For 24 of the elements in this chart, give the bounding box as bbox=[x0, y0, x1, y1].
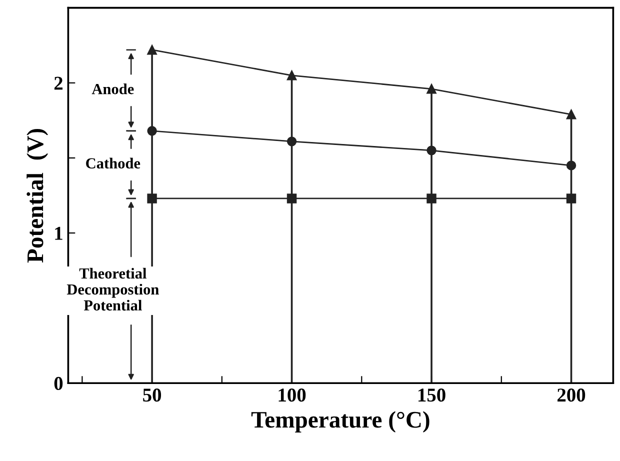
y-tick-label: 1 bbox=[55, 226, 62, 240]
annotation: Anode bbox=[92, 83, 134, 94]
y-axis-title: Potential (V) bbox=[26, 128, 48, 263]
x-tick-label: 50 bbox=[143, 388, 162, 402]
annotation: Theoretial Decompostion Potential bbox=[66, 268, 159, 311]
y-tick-label: 0 bbox=[54, 376, 63, 390]
point bbox=[426, 146, 436, 156]
point bbox=[286, 70, 297, 80]
y-tick-label: 2 bbox=[54, 76, 63, 90]
point bbox=[147, 126, 157, 136]
point bbox=[147, 194, 157, 204]
point bbox=[286, 136, 297, 146]
point bbox=[566, 160, 576, 170]
point bbox=[426, 84, 436, 94]
annotation: Cathode bbox=[86, 158, 140, 169]
x-tick-label: 200 bbox=[557, 388, 586, 402]
point bbox=[426, 194, 436, 204]
x-tick-label: 100 bbox=[278, 388, 306, 402]
point bbox=[147, 45, 157, 55]
point bbox=[286, 194, 297, 204]
x-tick-label: 150 bbox=[418, 388, 446, 402]
x-axis-title: Temperature (°C) bbox=[251, 411, 430, 433]
point bbox=[566, 110, 576, 120]
point bbox=[566, 194, 576, 204]
